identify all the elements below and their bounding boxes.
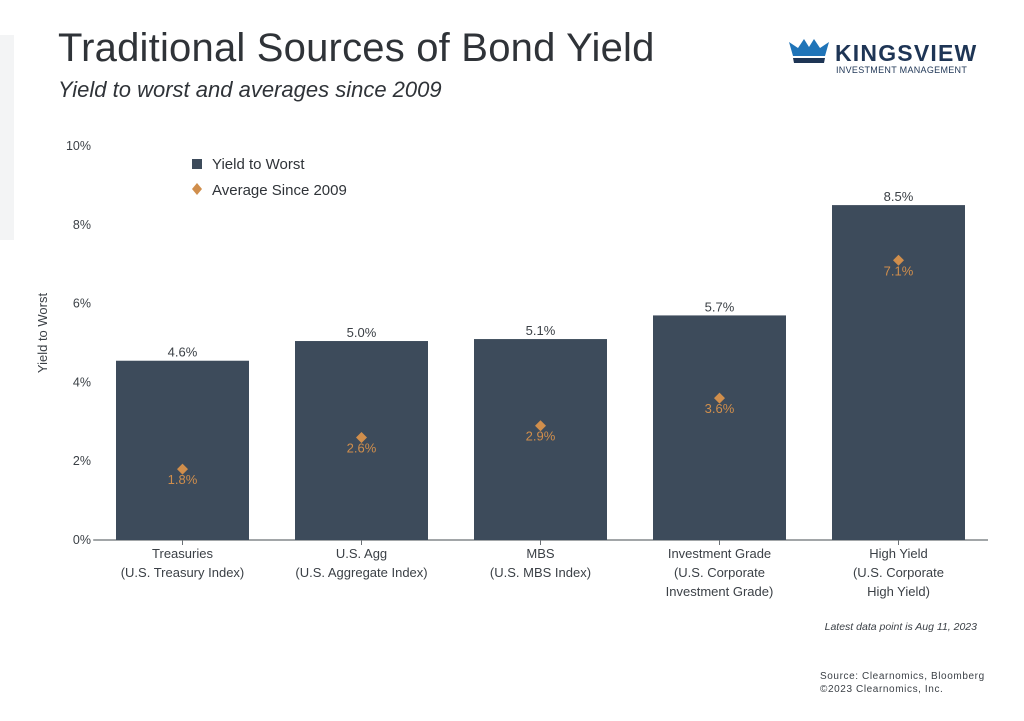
x-tick-label: Investment Grade)	[666, 584, 774, 599]
average-marker-1	[177, 463, 188, 475]
bar-value-label: 5.1%	[526, 323, 556, 338]
y-tick-label: 8%	[73, 218, 91, 232]
y-tick-label: 10%	[66, 139, 91, 153]
legend-swatch-yield-to-worst	[192, 159, 202, 169]
y-tick-label: 4%	[73, 375, 91, 389]
average-value-label: 7.1%	[884, 263, 914, 278]
x-tick-label: (U.S. Aggregate Index)	[295, 565, 427, 580]
x-tick-label: (U.S. Corporate	[853, 565, 944, 580]
legend-label-average: Average Since 2009	[212, 182, 347, 199]
crown-icon	[789, 39, 829, 63]
legend-swatch-average	[192, 183, 202, 195]
source-line: Source: Clearnomics, Bloomberg	[820, 671, 985, 682]
x-tick-label: MBS	[526, 546, 555, 561]
average-marker-2	[356, 432, 367, 444]
average-marker-3	[535, 420, 546, 432]
average-marker-4	[714, 392, 725, 404]
x-tick-label: U.S. Agg	[336, 546, 387, 561]
latest-data-note: Latest data point is Aug 11, 2023	[824, 621, 977, 633]
source-credit: Source: Clearnomics, Bloomberg ©2023 Cle…	[820, 670, 985, 696]
legend-label-yield-to-worst: Yield to Worst	[212, 156, 305, 173]
page-subtitle: Yield to worst and averages since 2009	[58, 77, 442, 102]
logo-name: KINGSVIEW	[835, 40, 978, 66]
x-tick-label: Treasuries	[152, 546, 213, 561]
left-edge-strip	[0, 35, 14, 240]
y-tick-label: 0%	[73, 533, 91, 547]
logo-tagline: INVESTMENT MANAGEMENT	[836, 65, 968, 75]
bar-1	[116, 360, 249, 540]
copyright-line: ©2023 Clearnomics, Inc.	[820, 684, 944, 695]
average-marker-5	[893, 254, 904, 266]
bar-4	[653, 315, 786, 540]
y-tick-label: 2%	[73, 454, 91, 468]
kingsview-logo: KINGSVIEW INVESTMENT MANAGEMENT	[788, 38, 978, 78]
average-value-label: 2.9%	[526, 429, 556, 444]
average-value-label: 2.6%	[347, 441, 377, 456]
bar-3	[474, 339, 607, 540]
x-tick-label: Investment Grade	[668, 546, 771, 561]
page-title: Traditional Sources of Bond Yield	[58, 26, 655, 70]
x-tick-label: (U.S. MBS Index)	[490, 565, 591, 580]
average-value-label: 1.8%	[168, 472, 198, 487]
bar-value-label: 5.0%	[347, 325, 377, 340]
bar-value-label: 4.6%	[168, 345, 198, 360]
x-tick-label: High Yield)	[867, 584, 930, 599]
x-tick-label: (U.S. Corporate	[674, 565, 765, 580]
average-value-label: 3.6%	[705, 401, 735, 416]
y-tick-label: 6%	[73, 297, 91, 311]
y-axis-label: Yield to Worst	[35, 293, 50, 374]
bar-value-label: 5.7%	[705, 299, 735, 314]
x-tick-label: High Yield	[869, 546, 928, 561]
x-tick-label: (U.S. Treasury Index)	[121, 565, 245, 580]
bar-value-label: 8.5%	[884, 189, 914, 204]
